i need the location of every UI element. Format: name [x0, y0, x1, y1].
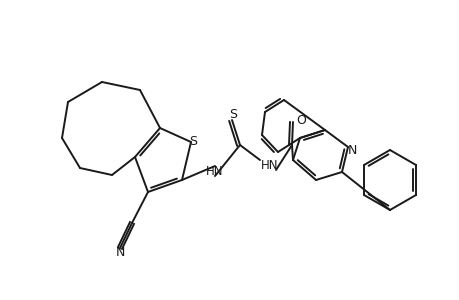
- Text: N: N: [115, 247, 124, 260]
- Text: HN: HN: [261, 158, 278, 172]
- Text: O: O: [296, 113, 305, 127]
- Text: N: N: [347, 143, 356, 157]
- Text: HN: HN: [206, 164, 223, 178]
- Text: S: S: [189, 134, 196, 148]
- Text: S: S: [229, 107, 236, 121]
